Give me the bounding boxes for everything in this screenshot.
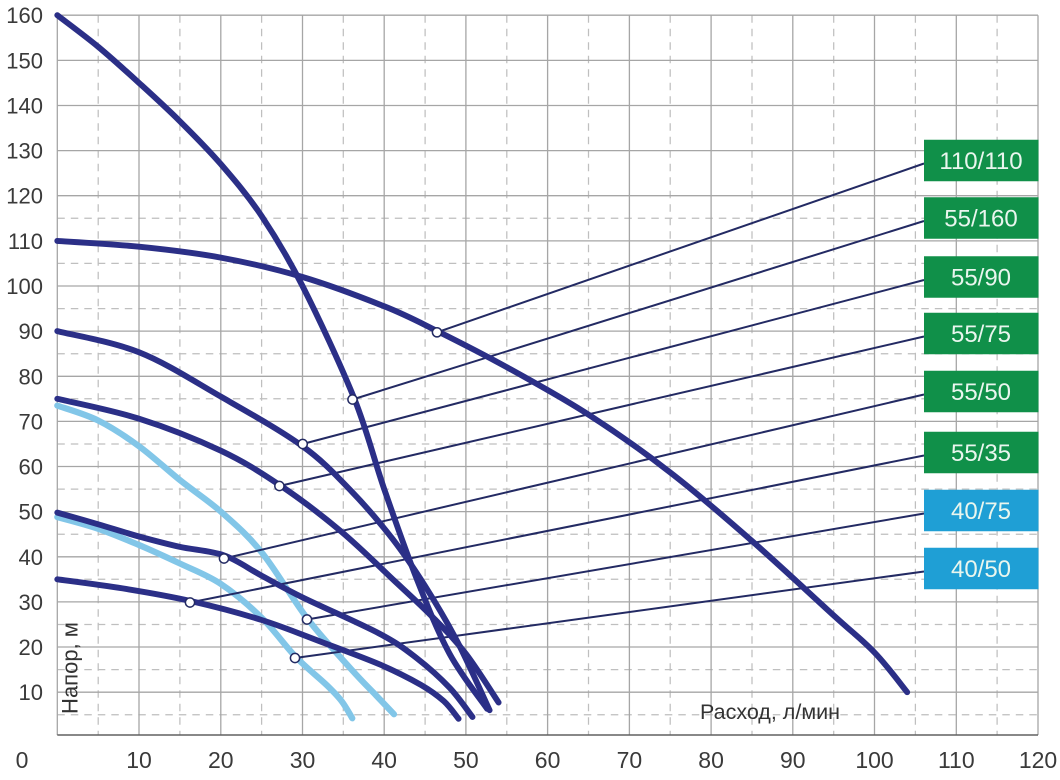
- svg-text:40: 40: [19, 545, 43, 570]
- svg-text:50: 50: [453, 747, 479, 773]
- svg-text:40/75: 40/75: [951, 498, 1011, 525]
- svg-text:110/110: 110/110: [939, 148, 1022, 175]
- svg-text:55/35: 55/35: [951, 440, 1011, 467]
- svg-text:100: 100: [855, 747, 893, 773]
- svg-text:70: 70: [19, 409, 43, 434]
- svg-text:140: 140: [6, 94, 43, 119]
- svg-text:55/160: 55/160: [944, 206, 1017, 233]
- svg-text:40: 40: [371, 747, 397, 773]
- svg-text:30: 30: [19, 590, 43, 615]
- svg-text:130: 130: [6, 139, 43, 164]
- svg-text:55/75: 55/75: [951, 321, 1011, 348]
- svg-text:0: 0: [16, 747, 29, 773]
- svg-text:70: 70: [617, 747, 643, 773]
- svg-text:55/50: 55/50: [951, 379, 1011, 406]
- svg-text:20: 20: [19, 635, 43, 660]
- svg-text:Напор, м: Напор, м: [58, 622, 83, 714]
- svg-text:110: 110: [938, 747, 975, 773]
- svg-text:110: 110: [8, 229, 43, 254]
- svg-text:10: 10: [126, 747, 152, 773]
- svg-text:60: 60: [19, 455, 43, 480]
- svg-text:Расход, л/мин: Расход, л/мин: [700, 700, 840, 724]
- svg-text:100: 100: [6, 274, 43, 299]
- svg-text:80: 80: [19, 364, 43, 389]
- svg-text:50: 50: [19, 500, 43, 525]
- svg-text:150: 150: [6, 48, 43, 73]
- svg-text:120: 120: [6, 184, 43, 209]
- svg-text:90: 90: [780, 747, 806, 773]
- svg-text:30: 30: [290, 747, 316, 773]
- svg-text:90: 90: [19, 319, 43, 344]
- svg-text:10: 10: [19, 680, 43, 705]
- svg-text:80: 80: [698, 747, 724, 773]
- svg-text:40/50: 40/50: [951, 556, 1011, 583]
- svg-text:60: 60: [535, 747, 561, 773]
- svg-text:55/90: 55/90: [951, 265, 1011, 292]
- svg-text:20: 20: [208, 747, 234, 773]
- svg-text:120: 120: [1019, 747, 1057, 773]
- svg-text:160: 160: [6, 3, 43, 28]
